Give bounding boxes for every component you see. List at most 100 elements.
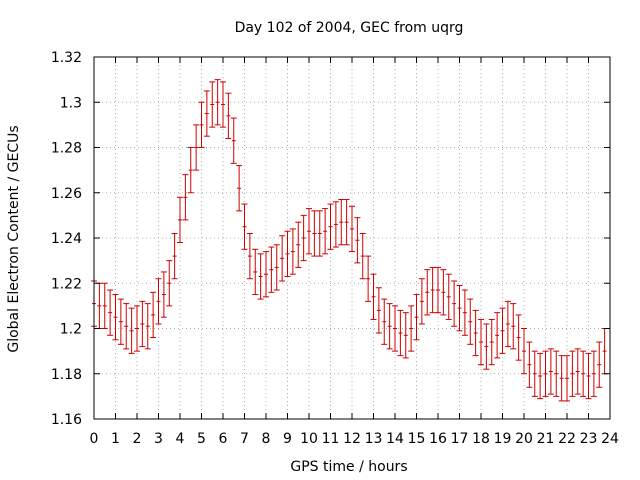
data-point (177, 196, 183, 244)
x-tick-label: 11 (322, 431, 340, 447)
data-point (574, 348, 581, 395)
data-point (338, 199, 345, 246)
data-point (375, 287, 382, 334)
x-tick-label: 0 (90, 431, 99, 447)
data-point (187, 147, 194, 194)
data-point (311, 210, 318, 257)
data-point (504, 300, 511, 348)
data-point (182, 174, 189, 221)
x-tick-label: 10 (300, 431, 318, 447)
data-point (499, 307, 506, 354)
data-point (461, 289, 468, 336)
x-tick-label: 5 (197, 431, 206, 447)
x-tick-label: 12 (343, 431, 361, 447)
data-point (327, 203, 334, 250)
y-tick-label: 1.16 (51, 412, 82, 428)
data-point (488, 318, 495, 366)
data-point (418, 278, 425, 325)
data-point (295, 221, 302, 268)
x-tick-label: 23 (580, 431, 598, 447)
data-point (590, 350, 597, 397)
axis-ticks: 0 1 2 3 4 5 6 7 8 9 10 11 12 13 14 15 16 17 18 19 20 21 22 23 24… (51, 50, 619, 447)
data-point (225, 92, 232, 139)
data-point (123, 303, 130, 350)
data-point (144, 303, 151, 350)
data-point (236, 165, 243, 212)
data-point (553, 350, 560, 397)
data-point (246, 232, 253, 280)
data-point (150, 291, 157, 339)
data-point (510, 303, 517, 350)
data-point (263, 251, 269, 298)
data-point (365, 255, 372, 302)
data-point (289, 228, 296, 275)
data-point (370, 273, 377, 320)
data-point (397, 309, 404, 357)
data-point (279, 235, 286, 282)
data-point (101, 282, 108, 329)
x-tick-label: 24 (601, 431, 619, 447)
y-axis-label: Global Electron Content / GECUs (6, 125, 22, 352)
data-point (160, 271, 167, 318)
data-point (112, 294, 119, 341)
data-point (241, 203, 248, 250)
y-tick-label: 1.28 (51, 141, 82, 157)
data-point (429, 266, 436, 314)
data-point (451, 280, 458, 327)
x-tick-label: 18 (472, 431, 490, 447)
data-point (349, 205, 355, 253)
chart-title: Day 102 of 2004, GEC from uqrg (235, 20, 464, 36)
data-point (408, 305, 415, 352)
data-point (300, 214, 307, 262)
data-point (601, 328, 608, 375)
x-tick-label: 20 (515, 431, 533, 447)
x-tick-label: 16 (429, 431, 447, 447)
data-point (494, 312, 501, 359)
y-tick-label: 1.22 (51, 276, 82, 292)
data-point (332, 201, 339, 248)
x-tick-label: 19 (494, 431, 512, 447)
x-tick-label: 15 (408, 431, 426, 447)
x-tick-label: 8 (262, 431, 271, 447)
data-point (139, 300, 146, 348)
data-point (198, 101, 205, 148)
data-point (322, 208, 329, 255)
data-point (230, 117, 237, 164)
data-point (209, 81, 216, 128)
x-tick-label: 9 (283, 431, 292, 447)
data-point (386, 303, 393, 350)
data-point (128, 307, 135, 354)
data-point (214, 79, 221, 126)
gec-series (91, 79, 608, 402)
data-point (171, 232, 178, 280)
data-point (569, 350, 576, 397)
data-point (472, 309, 479, 357)
data-point (273, 244, 280, 291)
x-tick-label: 2 (133, 431, 142, 447)
data-point (585, 352, 592, 400)
y-tick-label: 1.24 (51, 231, 82, 247)
x-tick-label: 13 (365, 431, 383, 447)
data-point (521, 328, 527, 375)
data-point (580, 350, 587, 397)
data-point (526, 341, 533, 388)
x-tick-label: 1 (111, 431, 120, 447)
data-point (134, 305, 140, 352)
x-tick-label: 17 (451, 431, 469, 447)
data-point (402, 312, 409, 359)
data-point (413, 294, 420, 341)
x-axis-label: GPS time / hours (290, 459, 407, 475)
x-tick-label: 14 (386, 431, 404, 447)
y-tick-label: 1.2 (60, 322, 82, 338)
data-point (257, 253, 264, 300)
data-point (564, 355, 570, 402)
data-point (203, 90, 210, 137)
data-point (435, 266, 441, 314)
data-point (268, 246, 275, 293)
data-point (392, 305, 398, 352)
data-point (354, 217, 361, 264)
data-point (359, 232, 366, 280)
x-tick-label: 21 (537, 431, 555, 447)
data-point (531, 350, 538, 397)
x-tick-label: 6 (219, 431, 228, 447)
